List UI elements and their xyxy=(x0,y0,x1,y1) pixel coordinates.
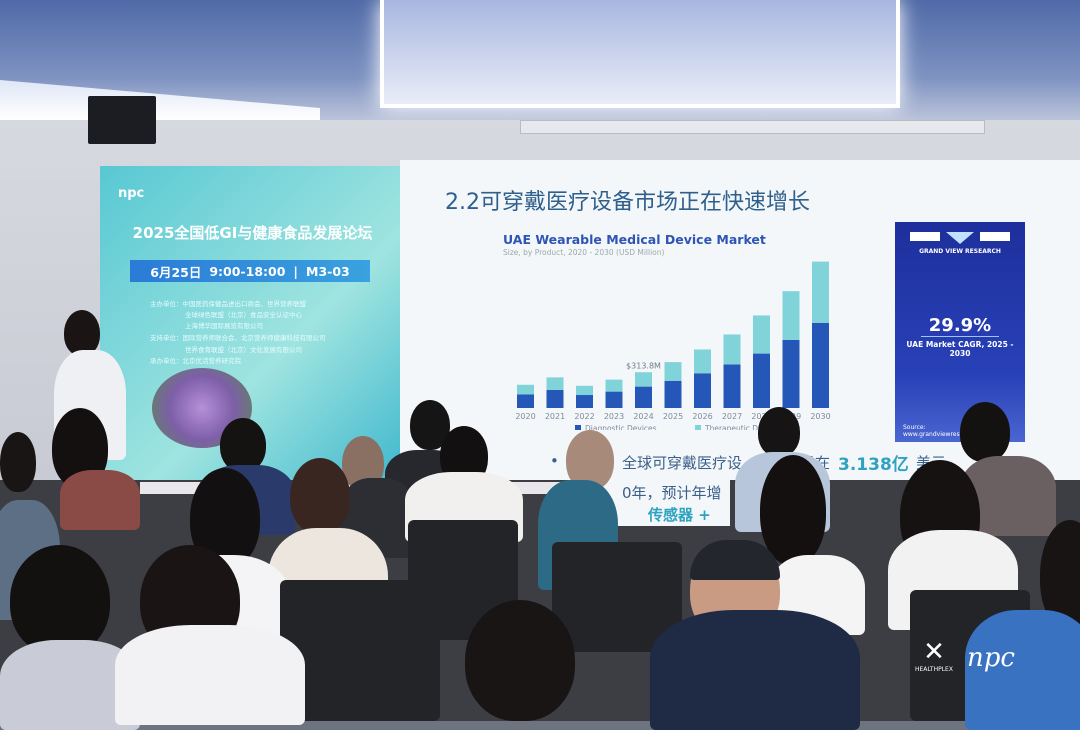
bar-2023-therapeutic xyxy=(605,379,623,392)
audience-head xyxy=(290,458,350,534)
x-tick-label: 2023 xyxy=(604,412,624,421)
bar-2021-therapeutic xyxy=(546,377,564,391)
bullet-text: 传感器 + xyxy=(648,506,711,524)
bar-2020-diagnostic xyxy=(517,394,534,408)
bullet-text: 全球可穿戴医疗设 xyxy=(622,454,743,472)
loudspeaker xyxy=(88,96,156,144)
gvr-logo-icon xyxy=(895,232,1025,244)
slide-lower-area xyxy=(600,478,730,526)
watermark-logos: ✕ HEALTHPLEX npc xyxy=(915,638,1015,673)
bar-2027-diagnostic xyxy=(723,364,741,408)
baseball-cap xyxy=(690,540,780,580)
audience-head xyxy=(10,545,110,655)
legend-swatch xyxy=(695,425,701,430)
ceiling-light-panel xyxy=(380,0,900,108)
source-label: Source: xyxy=(903,424,926,431)
bar-2030-therapeutic xyxy=(812,261,829,323)
chair xyxy=(280,580,440,721)
x-tick-label: 2022 xyxy=(574,412,594,421)
npc-logo: npc xyxy=(966,643,1015,673)
x-tick-label: 2027 xyxy=(722,412,742,421)
air-vent xyxy=(520,120,985,134)
legend-swatch xyxy=(575,425,581,430)
bar-2025-diagnostic xyxy=(664,380,682,408)
audience-member xyxy=(965,610,1080,730)
organizer-line: 世界食育联盟（北京）文化发展有限公司 xyxy=(185,346,302,354)
data-label: $313.8M xyxy=(626,361,661,370)
bar-2029-therapeutic xyxy=(782,291,800,340)
audience-member xyxy=(650,610,860,730)
audience-head xyxy=(960,402,1010,462)
separator: | xyxy=(293,263,298,279)
chart-title: UAE Wearable Medical Device Market xyxy=(503,232,766,247)
audience-head xyxy=(760,455,826,565)
forum-title: 2025全国低GI与健康食品发展论坛 xyxy=(132,224,373,242)
forum-room: M3-03 xyxy=(306,263,350,279)
x-tick-label: 2025 xyxy=(663,412,683,421)
audience-head xyxy=(465,600,575,721)
audience-member xyxy=(60,470,140,530)
bullet-text: 0年，预计年增 xyxy=(622,484,722,502)
healthplex-label: HEALTHPLEX xyxy=(915,666,953,673)
gvr-brand: GRAND VIEW RESEARCH xyxy=(919,248,1001,255)
x-tick-label: 2026 xyxy=(692,412,712,421)
bullet-dot: • xyxy=(550,452,559,470)
bar-2021-diagnostic xyxy=(546,390,564,408)
grand-view-research-panel: GRAND VIEW RESEARCH 29.9% UAE Market CAG… xyxy=(895,222,1025,442)
forum-date-bar: 6月25日 9:00-18:00 | M3-03 xyxy=(130,260,370,282)
bar-2030-diagnostic xyxy=(812,322,829,408)
organizer-line: 承办单位：北京优活营养研究院 xyxy=(150,357,241,365)
bar-2028-therapeutic xyxy=(753,315,770,354)
forum-time: 9:00-18:00 xyxy=(209,263,286,279)
legend-label: Diagnostic Devices xyxy=(585,424,657,430)
audience-head xyxy=(758,407,800,457)
bar-2028-diagnostic xyxy=(753,353,770,408)
chart-subtitle: Size, by Product, 2020 - 2030 (USD Milli… xyxy=(503,248,665,257)
bar-2025-therapeutic xyxy=(664,362,682,381)
forum-date: 6月25日 xyxy=(150,264,202,280)
slide-title: 2.2可穿戴医疗设备市场正在快速增长 xyxy=(445,190,810,215)
cagr-label: UAE Market CAGR, 2025 - 2030 xyxy=(906,340,1014,358)
bar-2022-therapeutic xyxy=(576,385,593,396)
speaker-head xyxy=(64,310,100,356)
x-tick-label: 2024 xyxy=(633,412,653,421)
bar-2020-therapeutic xyxy=(517,384,534,395)
bullet-highlight: 3.138亿 xyxy=(838,455,909,475)
bar-2024-therapeutic xyxy=(635,372,652,387)
bar-2027-therapeutic xyxy=(723,334,741,365)
x-tick-label: 2021 xyxy=(545,412,565,421)
audience-member xyxy=(115,625,305,725)
legend-label: Therapeutic Devices xyxy=(704,424,782,430)
x-tick-label: 2030 xyxy=(810,412,830,421)
organizer-line: 全球绿色联盟（北京）食品安全认证中心 xyxy=(185,311,302,319)
x-tick-label: 2020 xyxy=(515,412,535,421)
bar-2026-diagnostic xyxy=(694,373,711,408)
market-bar-chart: 2020 2021 2022 2023 2024 $313.8M 2025 2026 2027 2… xyxy=(515,261,831,430)
cagr-value: 29.9% xyxy=(920,315,1000,337)
audience-head xyxy=(220,418,266,472)
bar-2026-therapeutic xyxy=(694,349,711,374)
bar-2022-diagnostic xyxy=(576,395,593,408)
healthplex-logo-icon: ✕ xyxy=(923,637,945,667)
source-url: www.grandviewresearch.com xyxy=(903,431,992,438)
bar-2024-diagnostic xyxy=(635,386,652,408)
organizer-line: 上海博华国际展览有限公司 xyxy=(185,322,263,330)
audience-head xyxy=(0,432,36,492)
organizer-line: 主办单位：中国医药保健品进出口商会、世界营养联盟 xyxy=(150,300,306,308)
bar-2029-diagnostic xyxy=(782,339,800,408)
banner-logo: npc xyxy=(118,186,145,201)
gvr-source: Source: www.grandviewresearch.com xyxy=(903,424,991,438)
bar-2023-diagnostic xyxy=(605,391,623,408)
organizer-line: 支持单位：国际营养师联合会、北京营养师健康科技有限公司 xyxy=(150,334,326,342)
